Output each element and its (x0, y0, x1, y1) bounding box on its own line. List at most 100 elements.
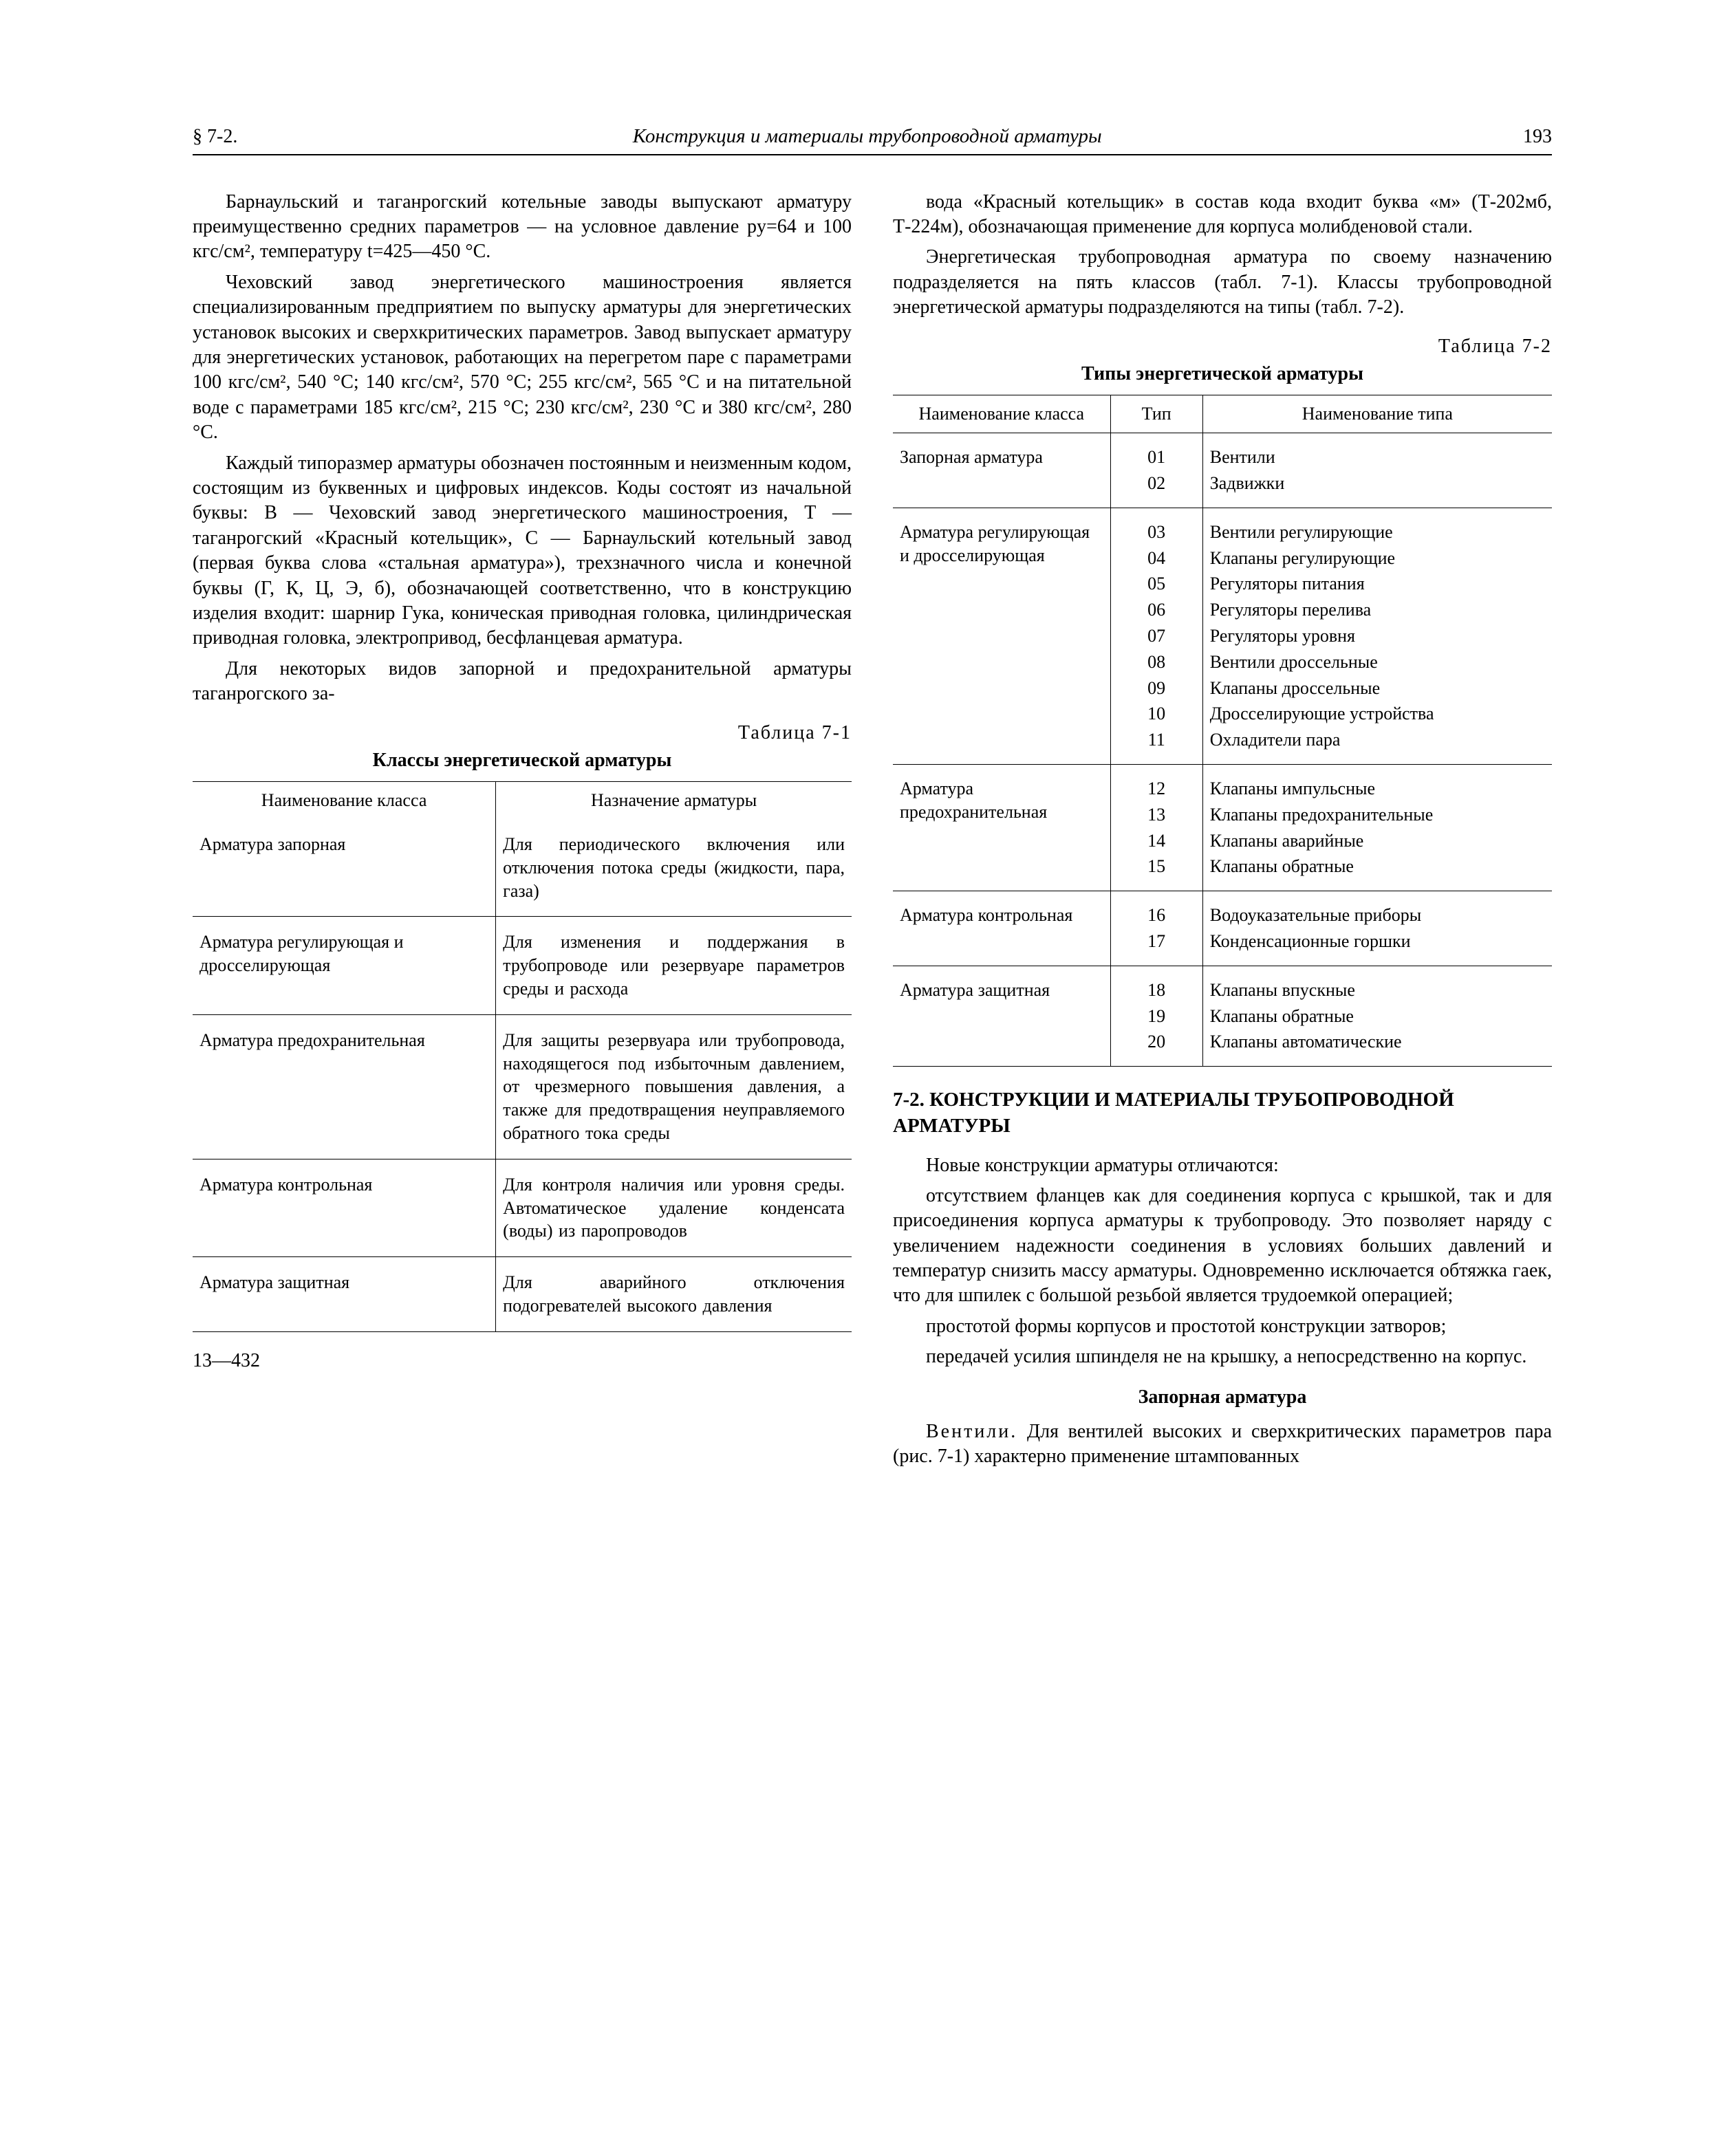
right-paragraph-1: вода «Красный котельщик» в состав кода в… (893, 190, 1552, 240)
table-7-2-header-class: Наименование класса (893, 395, 1110, 433)
table-7-1-header-purpose: Назначение арматуры (496, 782, 852, 819)
header-section: § 7-2. (193, 124, 237, 149)
right-column: вода «Красный котельщик» в состав кода в… (893, 190, 1552, 1475)
table-cell-type: 13 (1110, 802, 1202, 828)
table-row: Арматура защитная Для аварийного отключе… (193, 1257, 852, 1332)
table-cell-name: Клапаны обратные (1202, 1003, 1552, 1030)
table-row: Арматура контрольная 16 Водоуказательные… (893, 891, 1552, 928)
section-heading-7-2: 7-2. КОНСТРУКЦИИ И МАТЕРИАЛЫ ТРУБОПРОВОД… (893, 1087, 1552, 1139)
right-paragraph-2: Энергетическая трубопроводная арматура п… (893, 245, 1552, 320)
table-row: Арматура предохранительная Для защиты ре… (193, 1014, 852, 1159)
table-7-1-label: Таблица 7-1 (193, 721, 852, 745)
table-cell-purpose: Для контроля наличия или уровня среды. А… (496, 1159, 852, 1256)
table-cell-class: Арматура запорная (193, 819, 496, 917)
table-cell-name: Клапаны предохранительные (1202, 802, 1552, 828)
table-7-1-caption: Классы энергетической арматуры (193, 748, 852, 773)
header-title: Конструкция и материалы трубопроводной а… (237, 124, 1497, 150)
table-7-2-caption: Типы энергетической арматуры (893, 362, 1552, 386)
table-row: Наименование класса Тип Наименование тип… (893, 395, 1552, 433)
table-7-2-header-name: Наименование типа (1202, 395, 1552, 433)
table-cell-name: Клапаны дроссельные (1202, 675, 1552, 701)
table-cell-type: 17 (1110, 928, 1202, 966)
table-cell-name: Клапаны аварийные (1202, 828, 1552, 854)
paragraph-lead: Вентили. (926, 1421, 1017, 1442)
table-cell-type: 08 (1110, 649, 1202, 675)
table-7-2-group-5: Арматура защитная 18 Клапаны впускные 19… (893, 966, 1552, 1066)
table-cell-name: Регуляторы перелива (1202, 597, 1552, 623)
right-paragraph-3: Новые конструкции арматуры отличаются: (893, 1153, 1552, 1178)
table-cell-type: 05 (1110, 571, 1202, 597)
table-cell-type: 16 (1110, 891, 1202, 928)
table-row: Наименование класса Назначение арматуры (193, 782, 852, 819)
table-cell-name: Водоуказательные приборы (1202, 891, 1552, 928)
table-7-2-group-3: Арматура предохранительная 12 Клапаны им… (893, 764, 1552, 891)
table-cell-class: Арматура защитная (193, 1257, 496, 1332)
table-cell-class: Арматура регулирующая и дросселирующая (893, 508, 1110, 764)
page-header: § 7-2. Конструкция и материалы трубопров… (193, 124, 1552, 155)
table-cell-name: Дросселирующие устройства (1202, 701, 1552, 727)
table-cell-purpose: Для аварийного отключения подогревателей… (496, 1257, 852, 1332)
table-row: Арматура регулирующая и дросселирующая 0… (893, 508, 1552, 545)
left-column: Барнаульский и таганрогский котельные за… (193, 190, 852, 1475)
table-cell-name: Охладители пара (1202, 727, 1552, 764)
table-row: Арматура защитная 18 Клапаны впускные (893, 966, 1552, 1003)
table-7-1-header-class: Наименование класса (193, 782, 496, 819)
table-cell-class: Арматура регулирующая и дросселирующая (193, 917, 496, 1014)
table-cell-name: Клапаны регулирующие (1202, 545, 1552, 571)
left-paragraph-2: Чеховский завод энергетического машиност… (193, 270, 852, 446)
table-cell-type: 09 (1110, 675, 1202, 701)
table-row: Арматура контрольная Для контроля наличи… (193, 1159, 852, 1256)
table-cell-type: 01 (1110, 433, 1202, 470)
table-cell-name: Вентили регулирующие (1202, 508, 1552, 545)
table-cell-purpose: Для защиты резервуара или трубопровода, … (496, 1014, 852, 1159)
table-7-2-header-type: Тип (1110, 395, 1202, 433)
table-cell-name: Регуляторы уровня (1202, 623, 1552, 649)
table-cell-name: Клапаны впускные (1202, 966, 1552, 1003)
table-cell-class: Арматура предохранительная (893, 764, 1110, 891)
table-cell-type: 12 (1110, 764, 1202, 801)
table-cell-name: Регуляторы питания (1202, 571, 1552, 597)
table-cell-name: Клапаны обратные (1202, 853, 1552, 891)
table-7-1: Наименование класса Назначение арматуры … (193, 781, 852, 1332)
table-cell-type: 10 (1110, 701, 1202, 727)
table-7-2-group-4: Арматура контрольная 16 Водоуказательные… (893, 891, 1552, 966)
right-paragraph-4: отсутствием фланцев как для соединения к… (893, 1184, 1552, 1309)
table-cell-type: 03 (1110, 508, 1202, 545)
left-paragraph-4: Для некоторых видов запорной и предохран… (193, 657, 852, 707)
table-cell-class: Арматура контрольная (893, 891, 1110, 966)
table-7-2-label: Таблица 7-2 (893, 334, 1552, 359)
table-cell-name: Клапаны автоматические (1202, 1029, 1552, 1066)
table-cell-name: Вентили дроссельные (1202, 649, 1552, 675)
table-cell-class: Арматура контрольная (193, 1159, 496, 1256)
table-cell-type: 02 (1110, 470, 1202, 508)
table-cell-type: 04 (1110, 545, 1202, 571)
table-7-2-group-1: Запорная арматура 01 Вентили 02 Задвижки (893, 433, 1552, 508)
table-cell-class: Арматура предохранительная (193, 1014, 496, 1159)
right-paragraph-7: Вентили. Для вентилей высоких и сверхкри… (893, 1419, 1552, 1470)
subsection-heading-zapornaya: Запорная арматура (893, 1385, 1552, 1410)
table-row: Запорная арматура 01 Вентили (893, 433, 1552, 470)
table-cell-name: Конденсационные горшки (1202, 928, 1552, 966)
table-cell-class: Запорная арматура (893, 433, 1110, 508)
left-paragraph-1: Барнаульский и таганрогский котельные за… (193, 190, 852, 265)
two-column-layout: Барнаульский и таганрогский котельные за… (193, 190, 1552, 1475)
table-cell-name: Вентили (1202, 433, 1552, 470)
header-page-number: 193 (1497, 124, 1552, 149)
table-cell-name: Задвижки (1202, 470, 1552, 508)
table-cell-type: 19 (1110, 1003, 1202, 1030)
table-cell-purpose: Для изменения и поддержания в трубопрово… (496, 917, 852, 1014)
right-paragraph-5: простотой формы корпусов и простотой кон… (893, 1314, 1552, 1339)
table-cell-purpose: Для периодического включения или отключе… (496, 819, 852, 917)
table-cell-type: 06 (1110, 597, 1202, 623)
table-row: Арматура запорная Для периодического вкл… (193, 819, 852, 917)
table-cell-type: 11 (1110, 727, 1202, 764)
print-signature: 13—432 (193, 1349, 852, 1373)
table-7-2: Наименование класса Тип Наименование тип… (893, 395, 1552, 1067)
right-paragraph-6: передачей усилия шпинделя не на крышку, … (893, 1344, 1552, 1369)
table-cell-type: 14 (1110, 828, 1202, 854)
left-paragraph-3: Каждый типоразмер арматуры обозначен пос… (193, 451, 852, 651)
table-row: Арматура регулирующая и дросселирующая Д… (193, 917, 852, 1014)
table-cell-class: Арматура защитная (893, 966, 1110, 1066)
table-cell-name: Клапаны импульсные (1202, 764, 1552, 801)
table-cell-type: 07 (1110, 623, 1202, 649)
